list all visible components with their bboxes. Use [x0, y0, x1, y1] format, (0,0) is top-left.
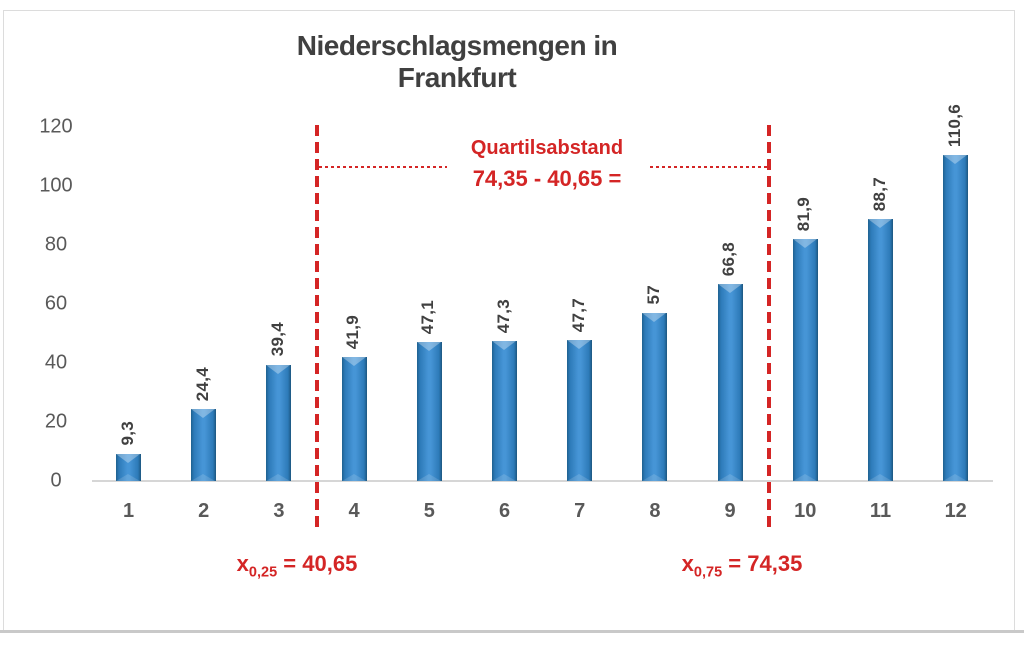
bar-month-4	[341, 357, 367, 481]
x-axis-category-label: 2	[198, 500, 210, 522]
x-axis-category-label: 12	[944, 500, 967, 522]
bar-value-label: 57	[643, 285, 663, 305]
x-axis-category-label: 3	[273, 500, 285, 522]
iqr-formula-label: 74,35 - 40,65 =	[472, 166, 622, 191]
bar-month-12	[943, 154, 969, 482]
x-axis-category-label: 5	[423, 500, 435, 522]
bar-value-label: 110,6	[944, 103, 964, 147]
bar-month-5	[416, 342, 442, 481]
bar-value-label: 9,3	[117, 421, 137, 446]
x-axis-category-label: 11	[869, 500, 892, 522]
upper-quartile-sub: 0,75	[693, 564, 723, 581]
chart-border	[3, 10, 1015, 631]
lower-quartile-base: x	[236, 551, 249, 576]
bar-month-1	[116, 453, 141, 482]
bar-value-label: 47,7	[568, 298, 588, 333]
lower-quartile-value: = 40,65	[277, 551, 358, 576]
bar-value-label: 41,9	[343, 315, 363, 350]
bar-value-label: 81,9	[794, 197, 814, 232]
y-axis-tick-label: 0	[50, 469, 62, 492]
chart-title: Niederschlagsmengen in Frankfurt	[296, 30, 618, 93]
bar-value-label: 39,4	[267, 322, 287, 357]
bar-value-label: 66,8	[719, 241, 739, 276]
bar-month-7	[567, 340, 593, 481]
x-axis-category-label: 7	[574, 500, 586, 522]
bar-month-2	[191, 409, 217, 481]
iqr-title-label: Quartilsabstand	[470, 137, 624, 159]
bar-value-label: 24,4	[192, 366, 212, 402]
upper-quartile-base: x	[681, 551, 694, 576]
bar-month-6	[492, 341, 517, 481]
iqr-connector-dotted-right	[650, 166, 768, 168]
x-axis-category-label: 10	[794, 500, 817, 522]
bar-value-label: 47,1	[418, 299, 438, 335]
upper-quartile-dashed-line	[767, 125, 771, 528]
iqr-connector-dotted-left	[319, 166, 447, 168]
x-axis-category-label: 9	[724, 500, 736, 522]
bar-month-11	[868, 219, 893, 481]
lower-quartile-dashed-line	[315, 125, 319, 528]
x-axis-category-label: 1	[122, 500, 135, 522]
lower-quartile-sub: 0,25	[248, 564, 278, 581]
x-axis-category-label: 8	[649, 500, 661, 522]
y-axis-tick-label: 60	[44, 292, 68, 315]
y-axis-tick-label: 20	[44, 410, 68, 433]
lower-quartile-label: x0,25 = 40,65	[147, 551, 447, 581]
upper-quartile-value: = 74,35	[722, 551, 803, 576]
bar-month-8	[642, 312, 668, 482]
bar-month-9	[717, 283, 743, 482]
y-axis-tick-label: 100	[39, 174, 73, 197]
upper-quartile-label: x0,75 = 74,35	[592, 551, 892, 581]
x-axis-category-label: 4	[348, 500, 360, 522]
y-axis-tick-label: 120	[39, 115, 73, 138]
bar-month-3	[266, 364, 292, 482]
x-axis-category-label: 6	[498, 500, 511, 522]
bar-value-label: 88,7	[869, 177, 889, 212]
y-axis-tick-label: 40	[44, 351, 68, 374]
bar-value-label: 47,3	[493, 299, 513, 334]
window-bottom-edge	[0, 630, 1024, 633]
y-axis-tick-label: 80	[44, 233, 68, 256]
bar-month-10	[792, 239, 818, 481]
x-axis-line	[92, 480, 993, 482]
